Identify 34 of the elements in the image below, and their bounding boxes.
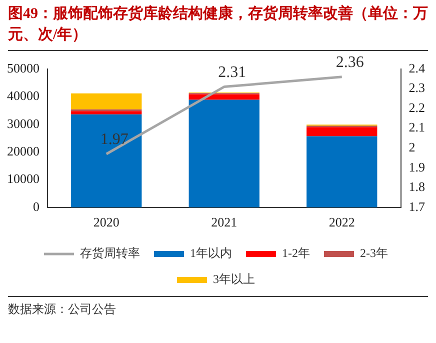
data-label: 2.36: [336, 54, 364, 72]
y2-tick-label: 2: [408, 140, 416, 155]
bar: [188, 100, 260, 208]
bar: [306, 127, 378, 136]
bar: [71, 111, 142, 114]
legend-label: 3年以上: [213, 272, 255, 286]
legend-label: 1-2年: [282, 246, 310, 260]
y-tick-label: 0: [33, 198, 40, 214]
chart-title: 图49：服饰配饰存货库龄结构健康，存货周转率改善（单位：万元、次/年）: [8, 4, 428, 51]
y-tick-label: 50000: [7, 60, 40, 76]
bar: [306, 136, 378, 208]
y2-tick-label: 1.7: [408, 198, 426, 214]
data-label: 2.31: [218, 64, 246, 81]
source-note: 数据来源：公司公告: [8, 296, 428, 318]
y-tick-label: 40000: [7, 88, 40, 104]
y2-tick-label: 2.4: [408, 60, 426, 76]
bar: [188, 94, 260, 100]
legend-label: 2-3年: [360, 246, 388, 260]
y2-tick-label: 2.2: [408, 100, 425, 115]
x-tick-label: 2022: [328, 214, 355, 230]
bar: [71, 93, 142, 110]
legend-label: 存货周转率: [80, 246, 140, 260]
x-tick-label: 2021: [211, 214, 238, 230]
y-tick-label: 30000: [7, 116, 40, 131]
bar: [71, 114, 142, 208]
y2-tick-label: 1.8: [408, 179, 425, 194]
legend-label: 1年以内: [190, 246, 232, 260]
y-tick-label: 20000: [7, 143, 40, 158]
y2-tick-label: 2.3: [408, 80, 425, 96]
y-tick-label: 10000: [7, 171, 40, 186]
x-tick-label: 2020: [93, 214, 120, 230]
data-label: 1.97: [100, 131, 128, 148]
y2-tick-label: 1.9: [408, 159, 425, 174]
y2-tick-label: 2.1: [408, 120, 425, 135]
